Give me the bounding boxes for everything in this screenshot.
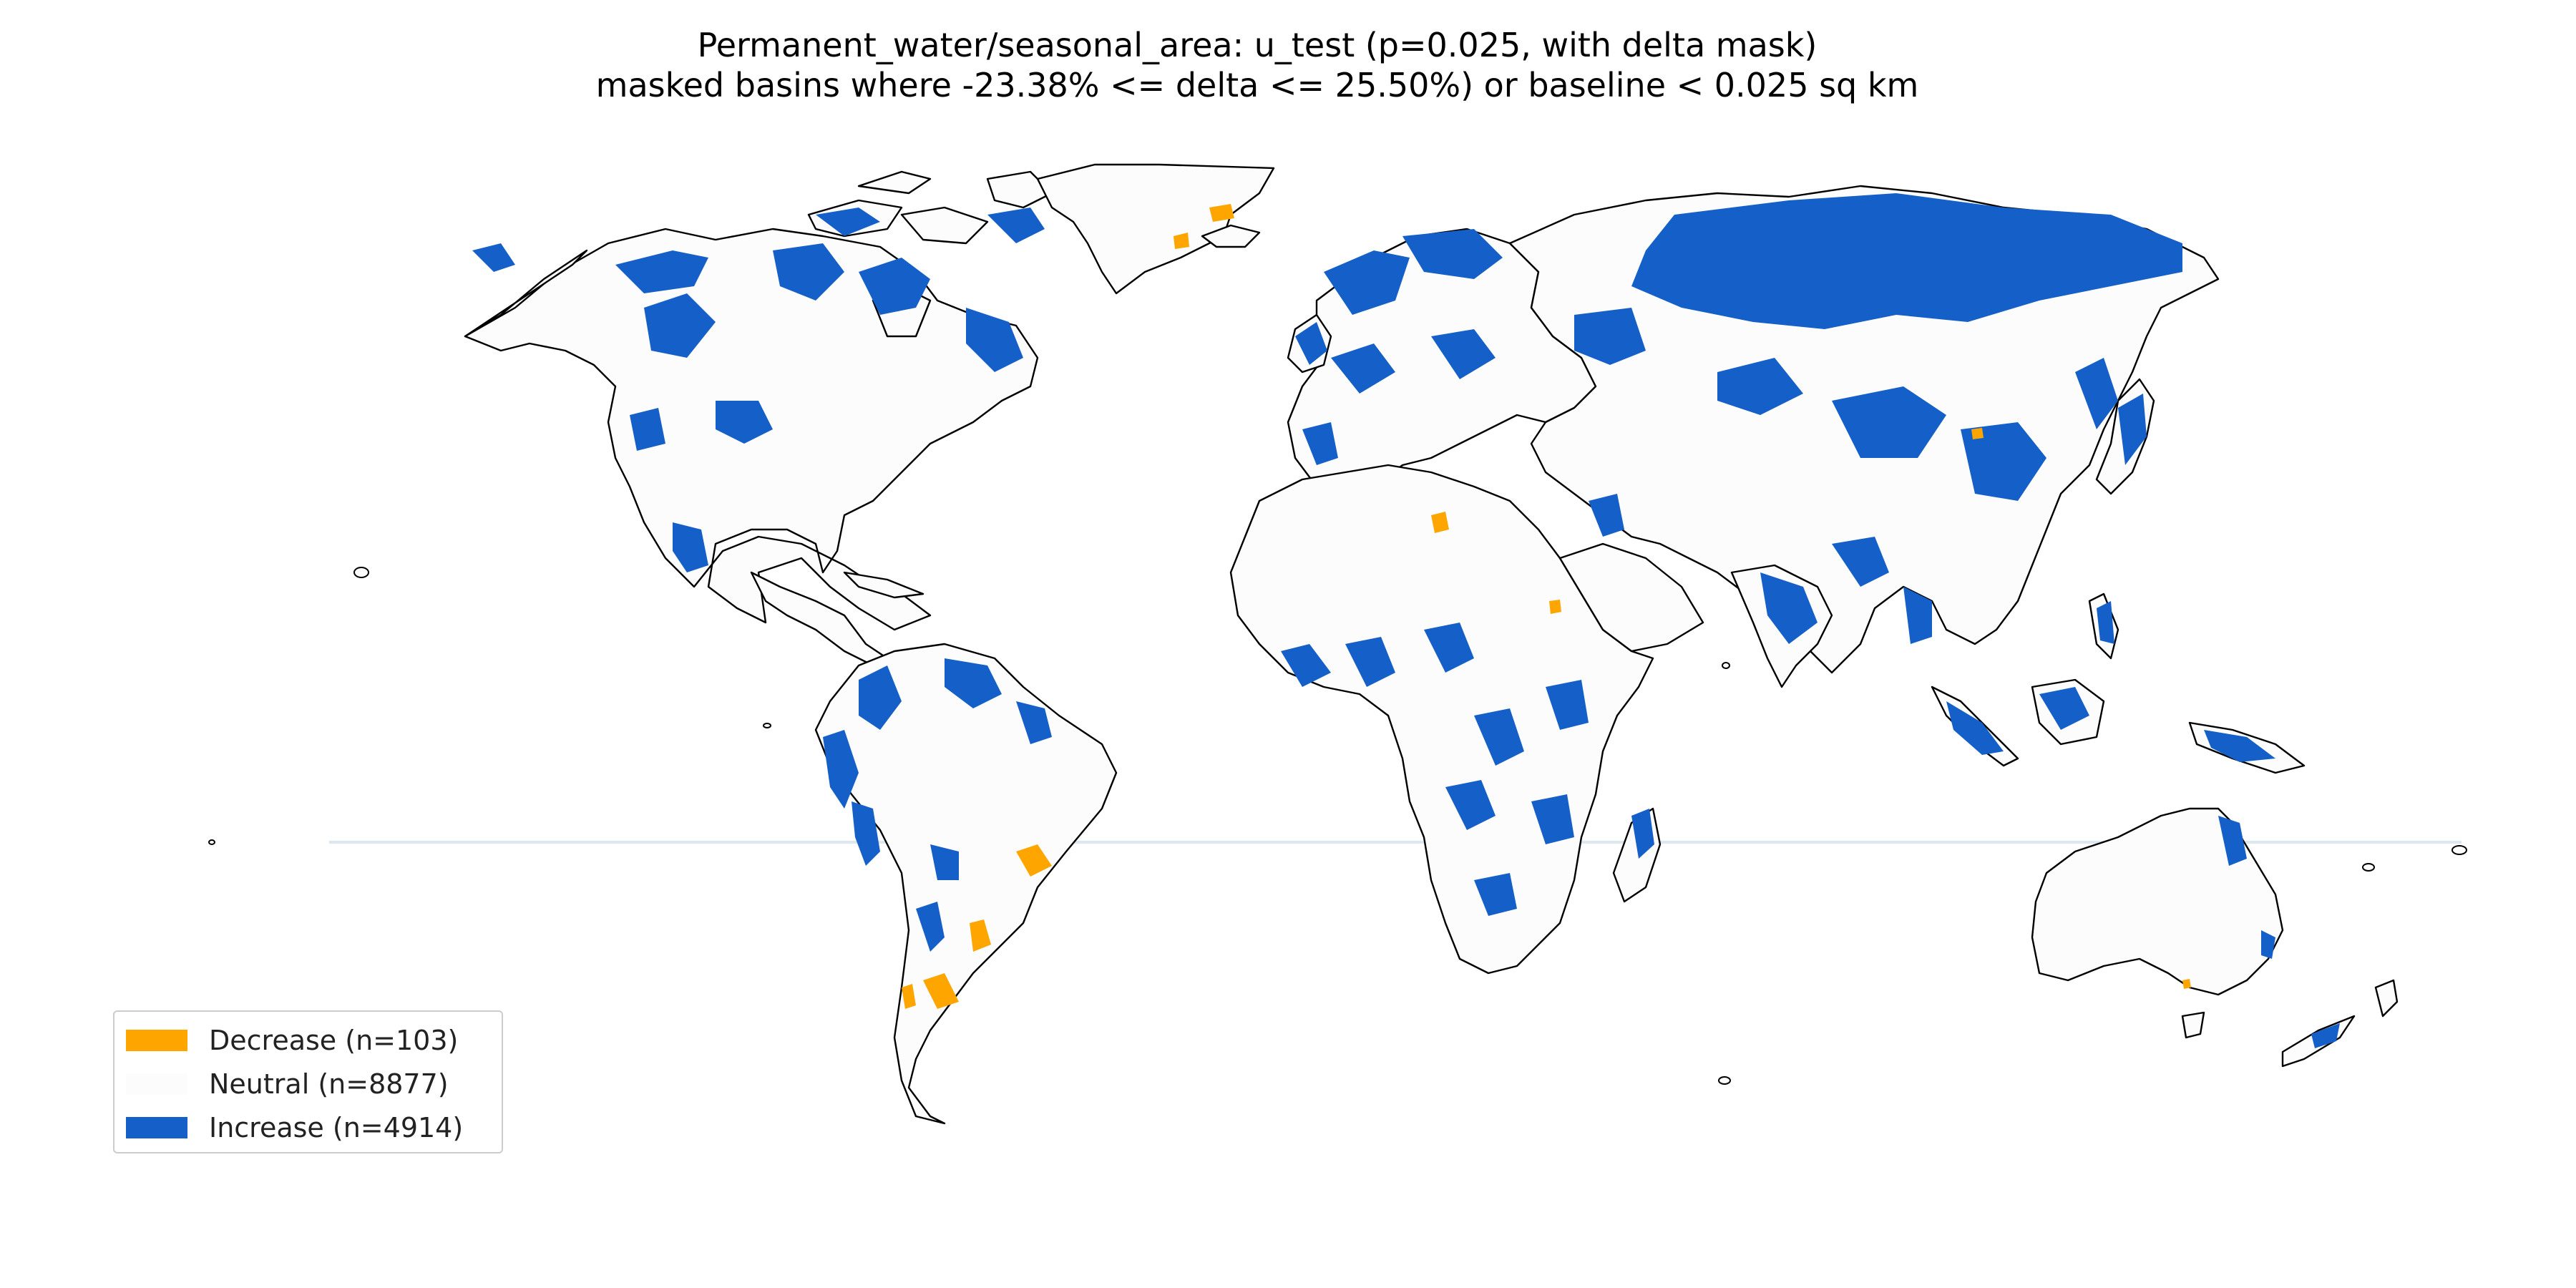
legend-swatch-increase [126,1117,187,1138]
legend-item-decrease: Decrease (n=103) [126,1023,458,1058]
greenland [1036,163,1275,295]
map-title: Permanent_water/seasonal_area: u_test (p… [697,26,1818,64]
legend-item-increase: Increase (n=4914) [126,1110,463,1146]
tasmania [2181,1011,2205,1039]
arabia [1558,542,1704,653]
legend-swatch-neutral [126,1073,187,1095]
cuba [843,571,924,599]
legend-item-neutral: Neutral (n=8877) [126,1066,449,1102]
legend-label-increase: Increase (n=4914) [209,1112,464,1143]
legend-swatch-decrease [126,1030,187,1051]
legend: Decrease (n=103) Neutral (n=8877) Increa… [113,1010,503,1153]
alaska [464,249,588,338]
south-america [814,643,1118,1125]
arctic-islands [807,170,1053,338]
legend-label-neutral: Neutral (n=8877) [209,1068,449,1100]
legend-label-decrease: Decrease (n=103) [209,1025,459,1056]
small-islands [208,567,2467,1085]
map-subtitle: masked basins where -23.38% <= delta <= … [595,66,1919,104]
australia [2031,807,2284,996]
decrease-basins [902,204,2191,1009]
africa [1229,464,1654,975]
iceland [1201,224,1261,248]
increase-basins [472,193,2340,1048]
